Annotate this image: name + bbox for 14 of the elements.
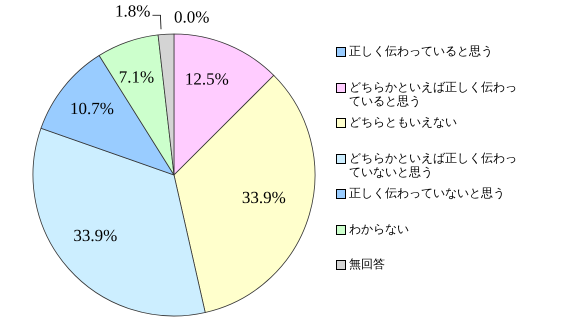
legend-label: 正しく伝わっていると思う — [349, 44, 494, 58]
legend-label: わからない — [349, 222, 410, 236]
data-label: 7.1% — [118, 67, 154, 86]
data-label: 33.9% — [73, 226, 118, 246]
data-label: 10.7% — [70, 98, 114, 118]
legend-label: どちらともいえない — [349, 115, 458, 129]
data-label: 12.5% — [184, 69, 229, 88]
legend-label: どちらかといえば正しく伝わっていないと思う — [349, 150, 518, 178]
data-label: 33.9% — [242, 188, 286, 207]
data-label: 1.8% — [115, 2, 150, 21]
text: 0.0% — [174, 8, 210, 26]
legend-label: 無回答 — [349, 257, 386, 271]
legend-label: どちらかといえば正しく伝わっていると思う — [349, 80, 518, 108]
legend-label: 正しく伝わっていないと思う — [349, 186, 506, 200]
